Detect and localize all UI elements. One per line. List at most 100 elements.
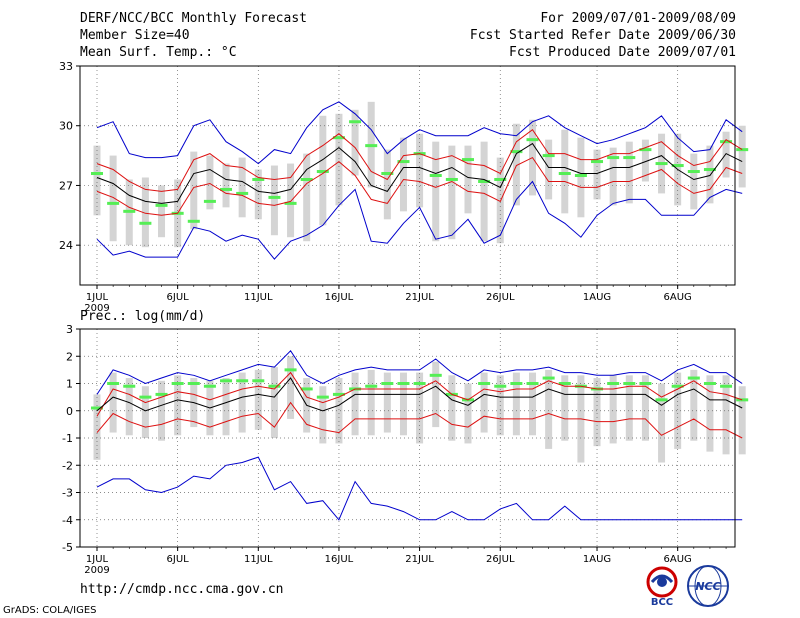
temp-median-6 xyxy=(187,219,200,223)
temp-box-18 xyxy=(383,149,391,220)
prec-box-21 xyxy=(432,361,440,428)
prec-median-10 xyxy=(252,379,265,383)
prec-xtick-label: 26JUL xyxy=(486,554,515,565)
temp-median-33 xyxy=(623,156,636,160)
temp-frame xyxy=(79,65,736,286)
prec-box-22 xyxy=(448,375,456,441)
temp-box-30 xyxy=(577,137,585,218)
refer-date: Fcst Started Refer Date 2009/06/30 xyxy=(469,28,736,43)
prec-xtick-label: 11JUL xyxy=(244,554,273,565)
temp-median-17 xyxy=(365,144,378,148)
prec-xtick-label: 6JUL xyxy=(167,554,190,565)
prec-median-38 xyxy=(703,382,716,385)
precip-panel-title: Prec.: log(mm/d) xyxy=(80,309,206,324)
temp-year-label: 2009 xyxy=(84,303,109,314)
prec-median-20 xyxy=(413,382,426,385)
header-left: DERF/NCC/BCC Monthly Forecast Member Siz… xyxy=(80,10,307,61)
temp-median-23 xyxy=(461,158,474,162)
temp-median-36 xyxy=(671,164,684,168)
prec-ytick-label: -2 xyxy=(62,459,73,472)
temp-median-31 xyxy=(591,160,604,164)
prec-median-27 xyxy=(526,382,539,385)
temp-median-4 xyxy=(155,203,168,207)
prec-line-mean-minus xyxy=(96,401,743,439)
temp-box-19 xyxy=(399,137,407,212)
temp-median-35 xyxy=(655,162,668,166)
prec-ytick-label: 2 xyxy=(66,350,73,363)
prec-ytick-label: 0 xyxy=(66,405,73,418)
prec-median-32 xyxy=(607,382,620,385)
prec-median-12 xyxy=(284,368,297,372)
prec-box-29 xyxy=(561,375,569,441)
prec-median-0 xyxy=(91,406,103,410)
temp-median-40 xyxy=(736,148,749,152)
prec-line-mean xyxy=(96,377,743,412)
prec-box-4 xyxy=(158,380,166,441)
temp-median-21 xyxy=(429,174,442,177)
temp-median-1 xyxy=(107,201,120,205)
temp-box-11 xyxy=(270,165,278,236)
temp-median-9 xyxy=(236,191,249,195)
prec-box-9 xyxy=(238,372,246,433)
ncc-logo-text: NCC xyxy=(695,580,720,593)
temp-box-1 xyxy=(109,155,117,242)
prec-box-28 xyxy=(545,369,553,449)
prec-box-8 xyxy=(222,378,230,436)
prec-box-15 xyxy=(335,378,343,444)
prec-line-mean-plus xyxy=(96,371,743,417)
prec-xtick-label: 1AUG xyxy=(583,554,611,565)
prec-box-37 xyxy=(690,369,698,441)
temp-box-40 xyxy=(738,125,746,188)
temp-median-22 xyxy=(445,177,458,181)
prec-box-32 xyxy=(609,375,617,444)
ncc-logo: NCC xyxy=(687,565,729,607)
temp-median-29 xyxy=(558,172,571,176)
temp-median-34 xyxy=(639,148,652,152)
temp-median-19 xyxy=(397,160,410,164)
temp-line-mean-plus xyxy=(96,128,743,192)
temp-median-24 xyxy=(478,179,491,183)
temp-xtick-label: 1AUG xyxy=(583,292,611,303)
prec-box-35 xyxy=(658,383,666,463)
prec-box-20 xyxy=(416,372,424,444)
prec-ytick-label: 3 xyxy=(66,323,73,336)
temp-box-7 xyxy=(206,155,214,210)
temp-box-12 xyxy=(287,163,295,238)
temp-box-37 xyxy=(690,153,698,210)
temp-box-22 xyxy=(448,145,456,240)
prec-median-9 xyxy=(236,379,249,383)
prec-median-35 xyxy=(655,398,668,402)
temp-median-39 xyxy=(720,140,733,144)
prec-xtick-label: 16JUL xyxy=(325,554,354,565)
temp-xtick-label: 6AUG xyxy=(664,292,692,303)
temp-box-38 xyxy=(706,145,714,204)
temp-box-26 xyxy=(512,123,520,206)
temp-box-0 xyxy=(93,145,101,216)
prec-box-33 xyxy=(625,375,633,441)
temp-median-28 xyxy=(542,154,555,158)
chart-title: DERF/NCC/BCC Monthly Forecast xyxy=(80,11,307,26)
temp-box-9 xyxy=(238,157,246,218)
prec-box-1 xyxy=(109,372,117,433)
temp-median-38 xyxy=(703,168,716,172)
prec-box-23 xyxy=(464,383,472,444)
prec-box-18 xyxy=(383,372,391,433)
prec-median-18 xyxy=(381,382,394,385)
prec-box-17 xyxy=(367,369,375,436)
prec-box-38 xyxy=(706,375,714,452)
website-url[interactable]: http://cmdp.ncc.cma.gov.cn xyxy=(80,582,284,597)
prec-xtick-label: 21JUL xyxy=(405,554,434,565)
prec-box-2 xyxy=(125,378,133,436)
temp-box-15 xyxy=(335,113,343,206)
temp-median-30 xyxy=(574,174,587,177)
temp-median-2 xyxy=(123,209,136,213)
prec-median-17 xyxy=(365,384,378,388)
temp-xtick-label: 16JUL xyxy=(325,292,354,303)
temp-xtick-label: 11JUL xyxy=(244,292,273,303)
prec-median-19 xyxy=(397,382,410,385)
prec-median-11 xyxy=(268,384,281,388)
prec-median-8 xyxy=(220,379,233,383)
temp-median-16 xyxy=(349,120,362,124)
prec-box-11 xyxy=(270,367,278,438)
